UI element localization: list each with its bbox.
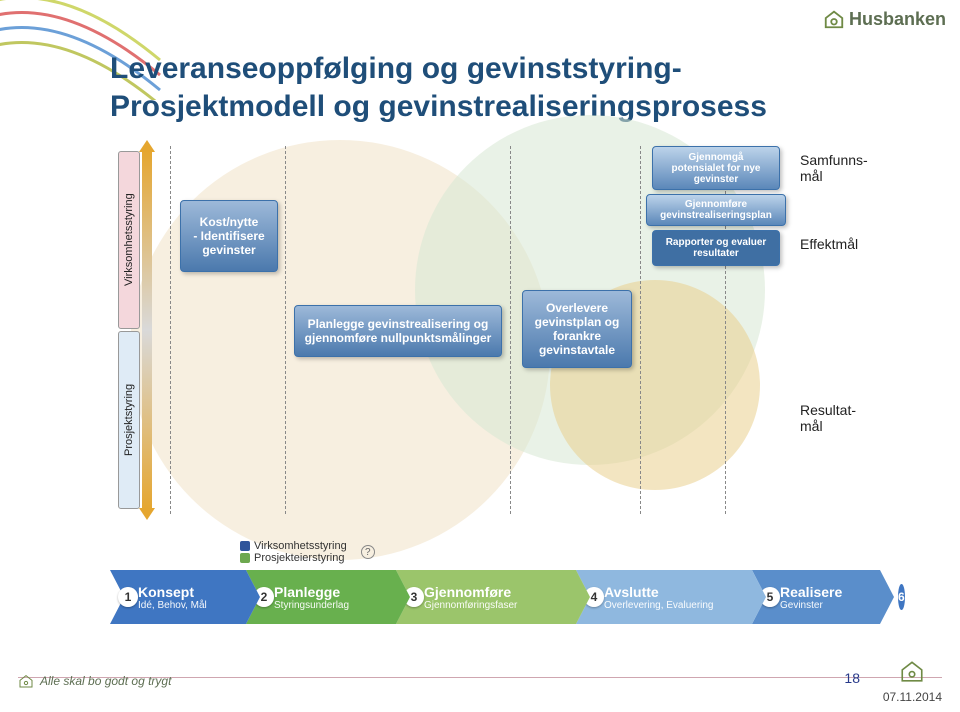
legend-dot [240, 541, 250, 551]
footer-tagline: Alle skal bo godt og trygt [18, 673, 171, 689]
footer-date: 07.11.2014 [883, 690, 942, 704]
column-divider [640, 146, 641, 514]
phase-gjennomføre[interactable]: 3GjennomføreGjennomføringsfaser [396, 570, 576, 624]
legend-dot [240, 553, 250, 563]
box-rapporter: Rapporter og evaluerresultater [652, 230, 780, 266]
slide-title: Leveranseoppfølging og gevinststyring- P… [110, 50, 767, 125]
phase-title: Avslutte [604, 584, 734, 600]
box-potensialet: Gjennomgåpotensialet for nyegevinster [652, 146, 780, 190]
phase-subtitle: Gjennomføringsfaser [424, 600, 558, 611]
track-virksomhet: Virksomhetsstyring [118, 151, 140, 329]
box-gjennomfore-plan: Gjennomføregevinstrealiseringsplan [646, 194, 786, 226]
phase-realisere[interactable]: 5RealisereGevinster [752, 570, 880, 624]
phase-number: 1 [118, 587, 138, 607]
phase-trail-badge: 6 [898, 584, 905, 610]
phase-title: Realisere [780, 584, 862, 600]
phase-subtitle: Gevinster [780, 600, 862, 611]
phase-planlegge[interactable]: 2PlanleggeStyringsunderlag [246, 570, 396, 624]
legend-label: Prosjekteierstyring [254, 552, 344, 564]
tagline-text: Alle skal bo godt og trygt [40, 674, 171, 688]
phase-legend: VirksomhetsstyringProsjekteierstyring ? [240, 540, 900, 564]
column-divider [510, 146, 511, 514]
phase-title: Konsept [138, 584, 228, 600]
track-prosjekt: Prosjektstyring [118, 331, 140, 509]
house-icon [18, 673, 34, 689]
house-icon [823, 8, 845, 30]
brand-logo: Husbanken [823, 8, 946, 30]
updown-arrow-icon [142, 150, 152, 510]
process-diagram: Virksomhetsstyring Prosjektstyring Kost/… [110, 150, 900, 510]
legend-item: Virksomhetsstyring [240, 540, 347, 552]
footer-right: 07.11.2014 [883, 658, 942, 704]
phase-subtitle: Styringsunderlag [274, 600, 378, 611]
house-icon [899, 658, 925, 684]
title-line2: Prosjektmodell og gevinstrealiseringspro… [110, 90, 767, 123]
help-icon[interactable]: ? [361, 545, 375, 559]
side-axis: Virksomhetsstyring Prosjektstyring [118, 150, 152, 510]
goal-resultatmal: Resultat-mål [800, 402, 856, 434]
phase-konsept[interactable]: 1KonseptIdé, Behov, Mål [110, 570, 246, 624]
title-line1: Leveranseoppfølging og gevinststyring- [110, 52, 682, 85]
box-overlevere: Overleveregevinstplan ogforankregevinsta… [522, 290, 632, 368]
goal-effektmal: Effektmål [800, 236, 858, 252]
column-divider [170, 146, 171, 514]
phase-subtitle: Idé, Behov, Mål [138, 600, 228, 611]
goal-samfunnsmal: Samfunns-mål [800, 152, 868, 184]
phase-title: Planlegge [274, 584, 378, 600]
box-planlegge: Planlegge gevinstrealisering oggjennomfø… [294, 305, 502, 357]
brand-name: Husbanken [849, 9, 946, 30]
phase-bar: VirksomhetsstyringProsjekteierstyring ? … [110, 540, 900, 624]
phase-subtitle: Overlevering, Evaluering [604, 600, 734, 611]
legend-label: Virksomhetsstyring [254, 540, 347, 552]
box-kost-nytte: Kost/nytte- Identifiseregevinster [180, 200, 278, 272]
phase-avslutte[interactable]: 4AvslutteOverlevering, Evaluering [576, 570, 752, 624]
column-divider [285, 146, 286, 514]
legend-item: Prosjekteierstyring [240, 552, 347, 564]
phase-title: Gjennomføre [424, 584, 558, 600]
